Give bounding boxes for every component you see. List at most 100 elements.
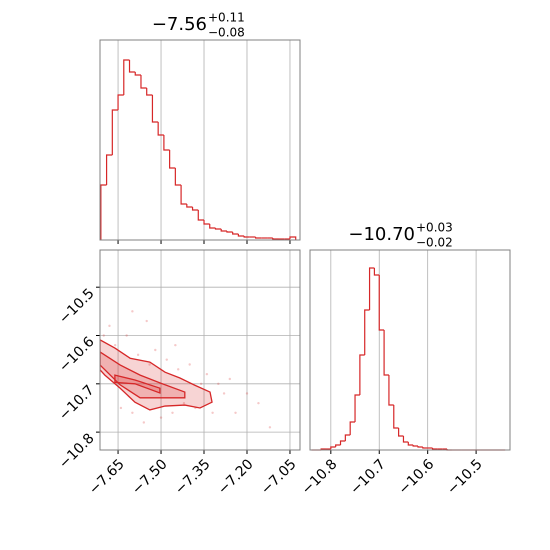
contour	[100, 351, 186, 399]
x-tick-label: −7.65	[86, 456, 128, 498]
sample-point	[145, 319, 148, 323]
title-lower-error: −0.02	[416, 236, 453, 250]
contour	[114, 374, 161, 394]
histogram-step	[128, 60, 136, 73]
histogram-step	[393, 405, 399, 429]
sample-point	[174, 343, 177, 347]
title-lower-error: −0.08	[208, 26, 245, 40]
x-tick-label: −10.7	[347, 456, 389, 498]
histogram-step	[402, 436, 409, 443]
x-tick-label: −7.20	[215, 456, 257, 498]
sample-point	[125, 334, 128, 337]
histogram-step	[378, 275, 385, 331]
panel-title: −10.70	[348, 224, 415, 245]
histogram-step	[226, 231, 233, 233]
histogram-step	[191, 207, 199, 211]
histogram-step	[186, 204, 193, 208]
sample-point	[159, 416, 163, 419]
sample-point	[131, 310, 134, 313]
histogram-step	[364, 309, 370, 355]
histogram-step	[220, 229, 227, 232]
histogram-step	[368, 267, 375, 310]
histogram-step	[134, 72, 141, 76]
sample-point	[154, 348, 157, 352]
sample-point	[234, 411, 237, 415]
sample-point	[245, 392, 249, 395]
histogram-step	[146, 88, 153, 96]
title-upper-error: +0.03	[416, 221, 453, 235]
histogram-step	[163, 135, 170, 151]
histogram-step	[383, 330, 389, 376]
histogram-step	[417, 446, 423, 448]
histogram-step	[243, 236, 250, 238]
plot-area	[100, 310, 272, 429]
histogram-step	[117, 94, 124, 110]
sample-point	[142, 421, 146, 424]
y-tick-label: −10.7	[56, 382, 98, 424]
sample-point	[108, 324, 111, 328]
histogram-step	[335, 444, 341, 447]
histogram-step	[157, 122, 164, 136]
histogram-step	[354, 394, 360, 422]
y-tick-label: −10.5	[56, 286, 98, 328]
x-tick-label: −7.35	[172, 456, 214, 498]
histogram-step	[174, 168, 182, 186]
sample-point	[171, 411, 174, 415]
histogram-step	[254, 237, 262, 239]
sample-point	[131, 411, 134, 415]
sample-point	[268, 426, 272, 429]
histogram-step	[344, 434, 351, 441]
histogram-step	[105, 154, 113, 185]
histogram-step	[339, 440, 346, 445]
histogram-step	[151, 95, 159, 123]
sample-point	[113, 343, 117, 347]
title-upper-error: +0.11	[208, 11, 245, 25]
sample-point	[257, 401, 260, 405]
sample-point	[211, 411, 214, 415]
panel-frame	[99, 39, 301, 241]
panel-title: −7.56	[152, 14, 207, 35]
y-tick-label: −10.8	[56, 430, 98, 472]
sample-point	[182, 401, 186, 405]
histogram-step	[232, 232, 239, 235]
histogram-step	[140, 75, 147, 89]
y-tick-label: −10.6	[56, 334, 98, 376]
sample-point	[205, 372, 209, 376]
sample-point	[199, 382, 203, 386]
histogram-step	[169, 150, 176, 169]
histogram-step	[123, 59, 130, 95]
histogram-step	[289, 236, 297, 240]
histogram-step	[237, 234, 245, 237]
x-tick-label: −10.5	[444, 456, 486, 498]
histogram-step	[398, 428, 404, 437]
sample-point	[136, 353, 140, 357]
histogram-step	[422, 447, 428, 449]
sample-point	[188, 363, 191, 366]
sample-point	[217, 382, 220, 386]
histogram-step	[330, 446, 336, 449]
histogram-step	[197, 210, 205, 221]
sample-point	[228, 377, 231, 381]
x-tick-label: −10.6	[396, 456, 438, 498]
histogram-step	[349, 421, 356, 435]
histogram-step	[412, 445, 418, 447]
histogram-step	[214, 228, 222, 230]
histogram-step	[209, 224, 216, 229]
x-tick-label: −10.8	[299, 456, 341, 498]
sample-point	[177, 368, 180, 371]
x-tick-label: −7.05	[258, 456, 300, 498]
histogram-step	[111, 109, 119, 155]
histogram-step	[272, 238, 279, 240]
sample-point	[165, 358, 168, 361]
panel-frame	[309, 249, 511, 451]
sample-point	[119, 406, 123, 410]
sample-point	[222, 392, 226, 395]
histogram-step	[359, 354, 365, 395]
histogram-step	[431, 448, 438, 450]
histogram-step	[373, 268, 380, 276]
x-tick-label: −7.50	[129, 456, 171, 498]
histogram-step	[388, 375, 394, 406]
panel-frame	[99, 249, 301, 451]
sample-point	[148, 363, 151, 366]
histogram-step	[407, 442, 414, 446]
